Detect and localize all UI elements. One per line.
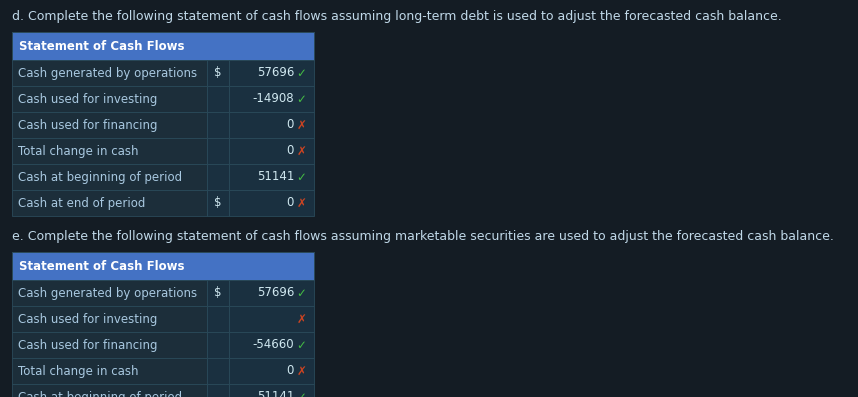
Bar [229,306,314,332]
Text: Cash used for financing: Cash used for financing [18,339,158,351]
Text: Cash generated by operations: Cash generated by operations [18,287,197,299]
Bar [12,384,207,397]
Bar [229,164,314,190]
Text: Cash used for investing: Cash used for investing [18,312,157,326]
Text: -54660: -54660 [252,339,294,351]
Bar [12,358,207,384]
Bar [207,164,229,190]
Text: Cash used for financing: Cash used for financing [18,118,158,131]
Text: ✓: ✓ [296,67,306,79]
Text: 51141: 51141 [257,170,294,183]
Bar [12,138,207,164]
Text: d. Complete the following statement of cash flows assuming long-term debt is use: d. Complete the following statement of c… [12,10,782,23]
Bar [12,164,207,190]
Bar [229,190,314,216]
Bar [207,306,229,332]
Text: 51141: 51141 [257,391,294,397]
Text: Cash at end of period: Cash at end of period [18,197,145,210]
Text: ✓: ✓ [296,93,306,106]
Bar [207,280,229,306]
Text: ✓: ✓ [296,287,306,299]
Bar [12,32,314,60]
Bar [229,384,314,397]
Text: e. Complete the following statement of cash flows assuming marketable securities: e. Complete the following statement of c… [12,230,834,243]
Text: Total change in cash: Total change in cash [18,145,138,158]
Bar [207,138,229,164]
Bar [12,332,207,358]
Text: 0: 0 [287,364,294,378]
Text: ✗: ✗ [296,118,306,131]
Bar [229,280,314,306]
Text: ✓: ✓ [296,339,306,351]
Text: 0: 0 [287,197,294,210]
Text: ✗: ✗ [296,145,306,158]
Bar [207,332,229,358]
Text: -14908: -14908 [252,93,294,106]
Bar [207,384,229,397]
Text: Cash at beginning of period: Cash at beginning of period [18,170,182,183]
Bar [12,280,207,306]
Bar [229,60,314,86]
Bar [12,112,207,138]
Text: ✓: ✓ [296,170,306,183]
Bar [12,190,207,216]
Text: ✓: ✓ [296,391,306,397]
Text: $: $ [214,67,221,79]
Text: Statement of Cash Flows: Statement of Cash Flows [19,260,184,272]
Text: Statement of Cash Flows: Statement of Cash Flows [19,39,184,52]
Text: 0: 0 [287,145,294,158]
Bar [229,332,314,358]
Bar [207,112,229,138]
Text: ✗: ✗ [296,364,306,378]
Bar [207,60,229,86]
Text: $: $ [214,197,221,210]
Text: 57696: 57696 [257,67,294,79]
Text: Cash used for investing: Cash used for investing [18,93,157,106]
Text: 0: 0 [287,118,294,131]
Text: Cash at beginning of period: Cash at beginning of period [18,391,182,397]
Bar [207,358,229,384]
Bar [12,252,314,280]
Bar [12,86,207,112]
Bar [207,86,229,112]
Bar [229,86,314,112]
Text: ✗: ✗ [296,197,306,210]
Bar [229,358,314,384]
Bar [12,60,207,86]
Bar [12,306,207,332]
Text: 57696: 57696 [257,287,294,299]
Text: ✗: ✗ [296,312,306,326]
Bar [229,112,314,138]
Bar [229,138,314,164]
Bar [207,190,229,216]
Text: Cash generated by operations: Cash generated by operations [18,67,197,79]
Text: $: $ [214,287,221,299]
Text: Total change in cash: Total change in cash [18,364,138,378]
